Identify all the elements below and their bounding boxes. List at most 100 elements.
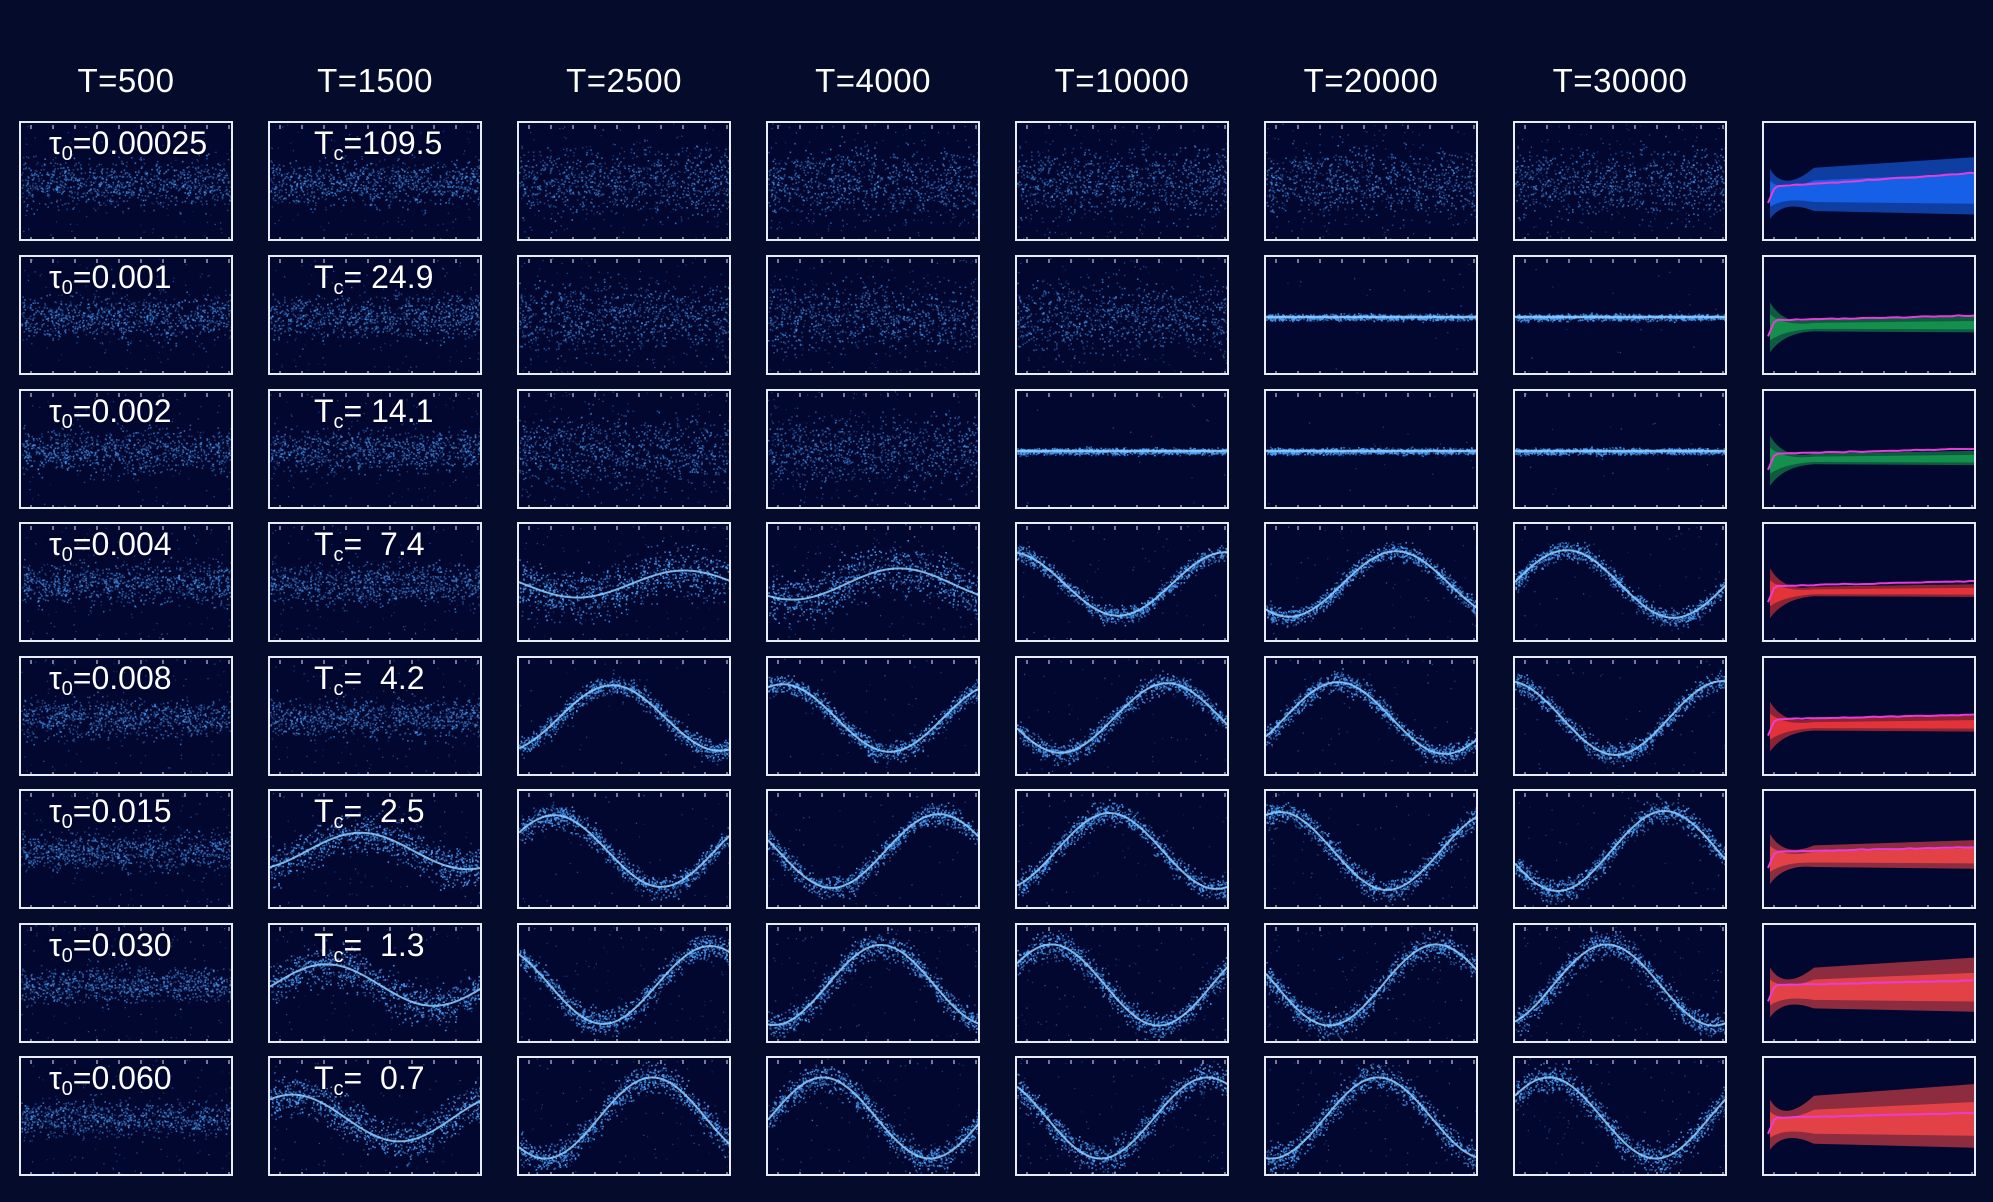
particle-density-plot [1017, 925, 1227, 1041]
particle-density-plot [270, 659, 480, 774]
particle-density-plot [1515, 526, 1725, 640]
particle-density-plot [270, 925, 480, 1041]
column-header: T=10000 [1007, 62, 1237, 100]
snapshot-panel [1513, 656, 1727, 776]
particle-density-plot [1266, 925, 1476, 1041]
particle-density-plot [21, 125, 231, 239]
particle-density-plot [270, 793, 480, 907]
particle-density-plot [1515, 660, 1725, 774]
particle-density-plot [768, 793, 978, 907]
column-header: T=1500 [260, 62, 490, 100]
particle-density-plot [270, 123, 480, 239]
snapshot-panel [1015, 389, 1229, 509]
snapshot-panel [517, 389, 731, 509]
column-header: T=500 [11, 62, 241, 100]
snapshot-panel: τ0=0.060 [19, 1056, 233, 1176]
snapshot-panel [1015, 656, 1229, 776]
particle-density-plot [768, 658, 978, 774]
snapshot-panel [517, 1056, 731, 1176]
particle-density-plot [1266, 1060, 1476, 1174]
snapshot-panel [1264, 255, 1478, 375]
snapshot-panel: Tc= 7.4 [268, 522, 482, 642]
snapshot-panel [1264, 522, 1478, 642]
snapshot-panel [1264, 121, 1478, 241]
particle-density-plot [21, 1058, 231, 1174]
snapshot-panel [1264, 923, 1478, 1043]
summary-panel [1762, 1056, 1976, 1176]
summary-plot [1767, 701, 1974, 774]
particle-density-plot [1266, 792, 1476, 907]
particle-density-plot [1266, 659, 1476, 774]
particle-density-plot [1017, 526, 1227, 640]
particle-density-plot [270, 525, 480, 640]
snapshot-panel [766, 121, 980, 241]
particle-density-plot [768, 1058, 978, 1174]
snapshot-panel: Tc= 1.3 [268, 923, 482, 1043]
snapshot-panel [766, 255, 980, 375]
summary-panel [1762, 255, 1976, 375]
particle-density-plot [519, 525, 729, 640]
snapshot-panel [766, 1056, 980, 1176]
snapshot-panel [1015, 255, 1229, 375]
particle-density-plot [1515, 393, 1725, 507]
snapshot-panel [1513, 522, 1727, 642]
snapshot-panel [1513, 121, 1727, 241]
summary-panel [1762, 522, 1976, 642]
snapshot-panel: Tc= 14.1 [268, 389, 482, 509]
snapshot-panel [1264, 789, 1478, 909]
particle-density-plot [1017, 793, 1227, 907]
particle-density-plot [768, 524, 978, 640]
particle-density-plot [519, 391, 729, 507]
snapshot-panel [1513, 923, 1727, 1043]
snapshot-panel: Tc= 2.5 [268, 789, 482, 909]
snapshot-panel [517, 923, 731, 1043]
particle-density-plot [1515, 1058, 1725, 1174]
summary-plot [1767, 435, 1974, 507]
column-header: T=30000 [1505, 62, 1735, 100]
summary-plot [1767, 302, 1974, 373]
snapshot-panel: Tc= 4.2 [268, 656, 482, 776]
snapshot-panel [766, 389, 980, 509]
particle-density-plot [1266, 526, 1476, 640]
particle-density-plot [1515, 925, 1725, 1041]
particle-density-plot [519, 1058, 729, 1174]
particle-density-plot [1515, 123, 1725, 239]
particle-density-plot [1266, 123, 1476, 239]
particle-density-plot [519, 123, 729, 239]
snapshot-panel [1513, 789, 1727, 909]
snapshot-panel: τ0=0.004 [19, 522, 233, 642]
snapshot-panel [766, 656, 980, 776]
column-header: T=2500 [509, 62, 739, 100]
snapshot-panel [1015, 121, 1229, 241]
snapshot-panel [517, 656, 731, 776]
summary-plot [1767, 834, 1974, 907]
snapshot-panel [766, 789, 980, 909]
snapshot-panel [517, 121, 731, 241]
particle-density-plot [1017, 257, 1227, 373]
particle-density-plot [21, 258, 231, 373]
snapshot-panel: τ0=0.030 [19, 923, 233, 1043]
snapshot-panel: Tc=109.5 [268, 121, 482, 241]
particle-density-plot [270, 259, 480, 373]
snapshot-panel: τ0=0.00025 [19, 121, 233, 241]
summary-panel [1762, 923, 1976, 1043]
particle-density-plot [519, 660, 729, 774]
particle-density-plot [21, 791, 231, 907]
summary-panel [1762, 121, 1976, 241]
snapshot-panel [1513, 1056, 1727, 1176]
summary-plot [1767, 957, 1974, 1041]
snapshot-panel: τ0=0.015 [19, 789, 233, 909]
particle-density-plot [1266, 392, 1476, 507]
snapshot-panel: τ0=0.008 [19, 656, 233, 776]
particle-density-plot [519, 927, 729, 1041]
snapshot-panel [1015, 789, 1229, 909]
snapshot-panel: τ0=0.001 [19, 255, 233, 375]
particle-density-plot [1017, 1058, 1227, 1174]
summary-plot [1767, 568, 1974, 640]
snapshot-panel [517, 789, 731, 909]
snapshot-panel [1015, 522, 1229, 642]
particle-density-plot [21, 393, 231, 507]
particle-density-plot [270, 1060, 480, 1174]
summary-panel [1762, 656, 1976, 776]
snapshot-panel [1513, 255, 1727, 375]
